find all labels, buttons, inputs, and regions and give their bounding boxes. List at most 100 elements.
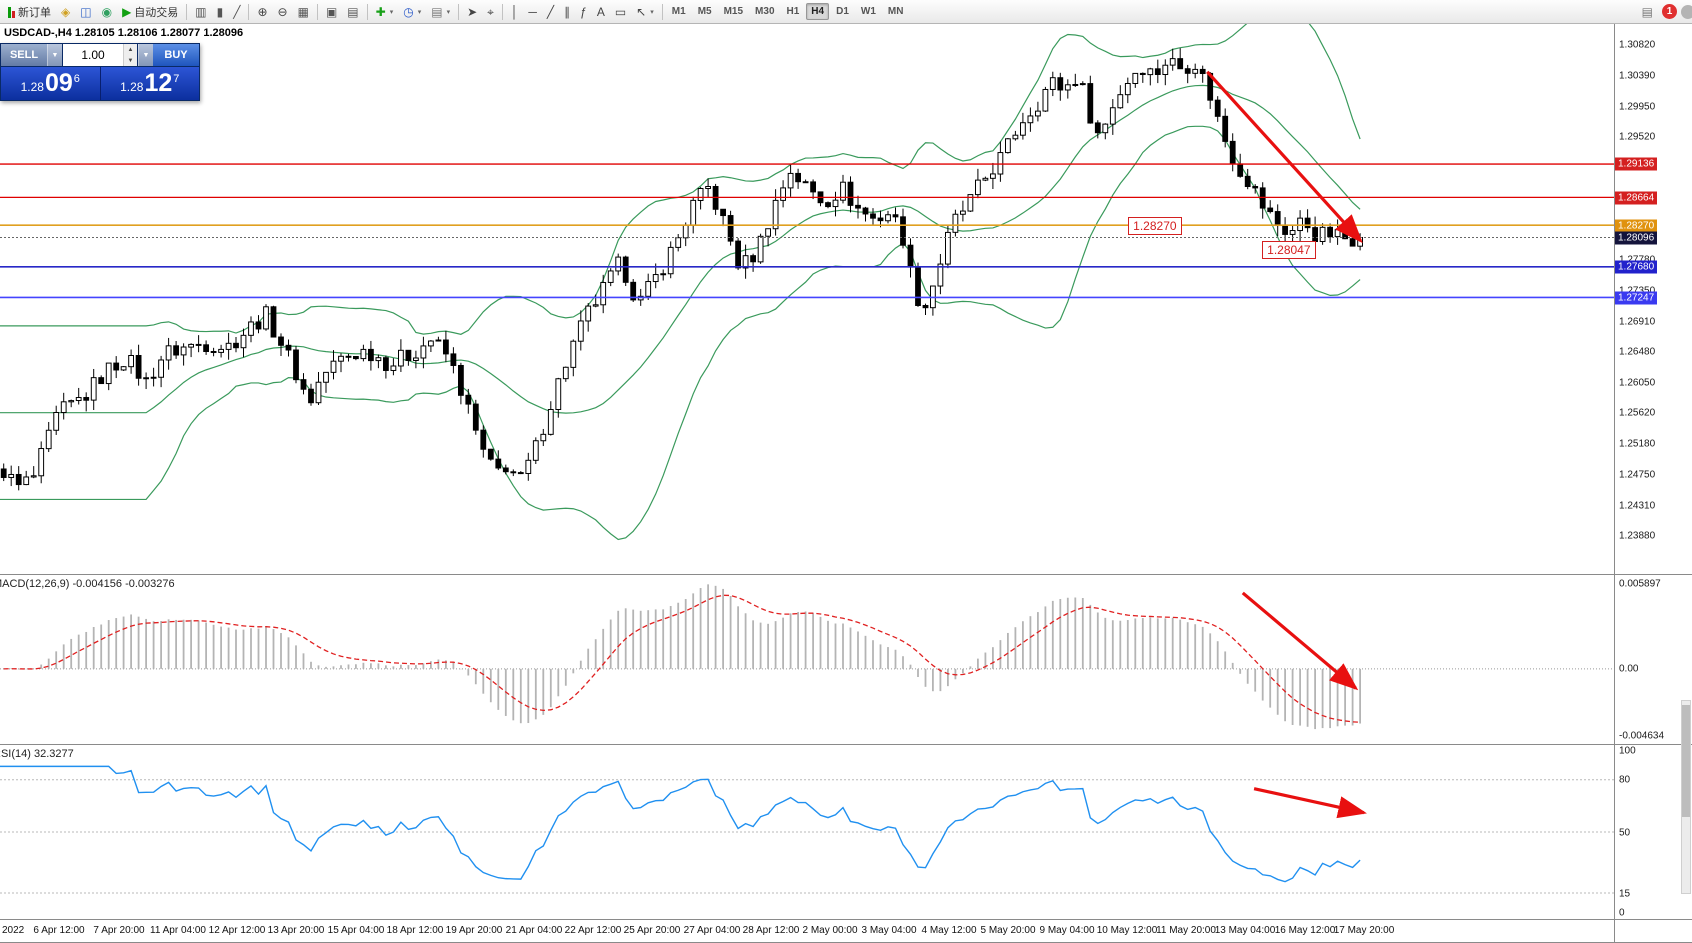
time-axis-label: 5 May 20:00	[980, 925, 1036, 936]
price-axis-label: 1.27780	[1619, 255, 1655, 266]
fibonacci-icon[interactable]: ƒ	[575, 1, 592, 23]
tile-windows-icon[interactable]: ▦	[293, 1, 314, 23]
bar-chart-icon[interactable]: ▥	[190, 1, 211, 23]
candlestick-chart[interactable]	[0, 24, 1614, 574]
channel-icon: ∥	[564, 4, 571, 19]
metaeditor-icon[interactable]: ◈	[56, 1, 75, 23]
arrange-windows-icon[interactable]: ▣	[321, 1, 342, 23]
toolbar-button-label: 自动交易	[134, 6, 179, 19]
timeframe-m5[interactable]: M5	[697, 6, 712, 17]
community-icon[interactable]: ◉	[97, 1, 117, 23]
vertical-scrollbar[interactable]	[1681, 700, 1691, 894]
tile-windows-icon: ▦	[297, 4, 309, 19]
buy-price-prefix: 1.28	[120, 80, 144, 94]
time-axis-label: 7 Apr 20:00	[93, 925, 145, 936]
price-callout[interactable]: 1.28047	[1262, 240, 1316, 259]
bollinger-bands	[0, 24, 1361, 541]
timeframe-m30[interactable]: M30	[755, 6, 775, 17]
volume-stepper: ▲ ▼	[123, 44, 137, 66]
horizontal-lines	[0, 163, 1614, 299]
volume-down-icon[interactable]: ▼	[124, 55, 137, 66]
price-axis-box-1.27680: 1.27680	[1615, 260, 1658, 274]
market-watch-icon: ◫	[80, 4, 92, 19]
timeframe-d1[interactable]: D1	[836, 6, 849, 17]
new-order-button[interactable]: 新订单	[3, 1, 56, 23]
price-axis-label: 1.30390	[1619, 70, 1656, 82]
price-axis-box-1.28270: 1.28270	[1615, 219, 1658, 233]
buy-price-button[interactable]: 1.28 12 7	[100, 67, 199, 100]
time-axis-label: 6 Apr 12:00	[33, 925, 85, 936]
cascade-windows-icon[interactable]: ▤	[342, 1, 363, 23]
arrow-tools-icon[interactable]: ↖ ▾	[631, 1, 659, 23]
timeframe-w1[interactable]: W1	[860, 6, 876, 17]
main-chart-panel[interactable]: USDCAD-,H4 1.28105 1.28106 1.28077 1.280…	[0, 24, 1614, 575]
account-icon[interactable]	[1681, 4, 1692, 19]
price-callout[interactable]: 1.28270	[1128, 216, 1182, 235]
price-axis-label: 1.26050	[1619, 377, 1656, 389]
horizontal-line-icon[interactable]: ─	[523, 1, 542, 23]
sell-button[interactable]: SELL	[1, 44, 47, 66]
scrollbar-thumb[interactable]	[1682, 705, 1690, 817]
chevron-down-icon: ▾	[446, 8, 451, 16]
timeframe-h4[interactable]: H4	[806, 3, 830, 20]
volume-up-icon[interactable]: ▲	[124, 44, 137, 55]
rsi-panel[interactable]: RSI(14) 32.3277	[0, 745, 1614, 920]
periods-button[interactable]: ◷ ▾	[398, 1, 426, 23]
zoom-in-icon[interactable]: ⊕	[252, 1, 272, 23]
candlestick-chart-icon[interactable]: ▮	[212, 1, 229, 23]
timeframe-h1[interactable]: H1	[786, 6, 800, 17]
metaeditor-icon: ◈	[61, 4, 71, 19]
axis-corner	[1614, 920, 1692, 943]
rsi-axis-label: 15	[1619, 888, 1631, 900]
trend-arrow-main	[1206, 70, 1363, 244]
price-axis[interactable]: 1.308201.303901.299501.295201.290801.286…	[1614, 24, 1692, 575]
zoom-out-icon[interactable]: ⊖	[273, 1, 293, 23]
chevron-down-icon: ▾	[650, 8, 654, 16]
text-label-icon[interactable]: ▭	[610, 1, 631, 23]
rsi-axis-label: 50	[1619, 827, 1631, 838]
price-axis-box-1.28664: 1.28664	[1615, 191, 1658, 205]
trendline-icon[interactable]: ╱	[542, 1, 559, 23]
time-axis-label: 9 May 04:00	[1039, 925, 1095, 936]
bollinger-upper	[0, 24, 1361, 335]
auto-trading-button[interactable]: ▶ 自动交易	[117, 1, 183, 23]
sell-dropdown-icon[interactable]: ▼	[47, 44, 62, 66]
sell-price-button[interactable]: 1.28 09 6	[1, 67, 101, 100]
price-axis-label: 1.24310	[1619, 500, 1656, 512]
rsi-axis[interactable]: 100 80 50 15 0	[1614, 745, 1692, 920]
timeframe-m1[interactable]: M1	[671, 6, 686, 17]
time-axis-label: 22 Apr 12:00	[564, 925, 622, 936]
alerts-icon[interactable]: ▤	[1641, 4, 1653, 19]
market-watch-icon[interactable]: ◫	[75, 1, 96, 23]
crosshair-icon[interactable]: ⌖	[482, 1, 499, 23]
price-axis-box-1.27247: 1.27247	[1615, 291, 1658, 305]
time-axis-label: 16 May 12:00	[1274, 925, 1336, 936]
buy-button[interactable]: BUY	[153, 44, 199, 66]
toolbar-separator	[661, 3, 663, 20]
buy-dropdown-icon[interactable]: ▼	[138, 44, 153, 66]
price-axis-box-1.28096: 1.28096	[1615, 231, 1658, 245]
zoom-out-icon: ⊖	[277, 4, 288, 19]
templates-button[interactable]: ▤ ▾	[426, 1, 455, 23]
macd-axis[interactable]: 0.005897 0.00 -0.004634	[1614, 575, 1692, 745]
zoom-in-icon: ⊕	[257, 4, 268, 19]
channel-icon[interactable]: ∥	[559, 1, 575, 23]
text-icon[interactable]: A	[592, 1, 610, 23]
volume-input[interactable]	[63, 44, 123, 66]
macd-axis-label: 0.005897	[1619, 578, 1661, 590]
macd-panel[interactable]: MACD(12,26,9) -0.004156 -0.003276	[0, 575, 1614, 745]
line-chart-icon[interactable]: ╱	[228, 1, 245, 23]
buy-price-big: 12	[144, 69, 173, 97]
timeframe-m15[interactable]: M15	[723, 6, 744, 17]
time-axis-label: 21 Apr 04:00	[505, 925, 563, 936]
cursor-icon[interactable]: ➤	[462, 1, 482, 23]
templates-glyph: ▤	[431, 4, 443, 19]
time-axis-label: 11 Apr 04:00	[150, 925, 206, 936]
price-axis-label: 1.29950	[1619, 101, 1656, 113]
time-axis[interactable]: 5 Apr 2022 6 Apr 12:00 7 Apr 20:00 11 Apr 0…	[0, 920, 1614, 943]
timeframe-mn[interactable]: MN	[887, 6, 904, 17]
vertical-line-icon[interactable]: │	[506, 1, 524, 23]
indicators-button[interactable]: ✚ ▾	[371, 1, 399, 23]
notification-badge[interactable]: 1	[1662, 4, 1677, 19]
cascade-windows-icon: ▤	[347, 4, 359, 19]
